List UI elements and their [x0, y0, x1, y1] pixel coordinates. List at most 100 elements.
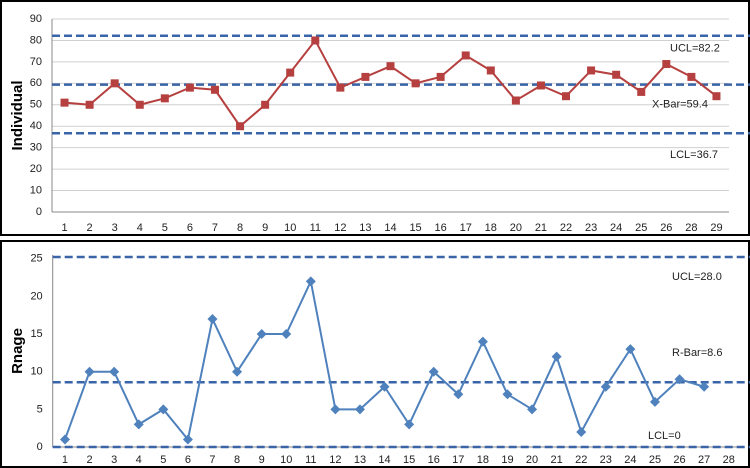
x-tick-label: 6 — [187, 222, 193, 234]
data-point — [207, 314, 218, 324]
y-tick-label: 40 — [30, 120, 42, 132]
data-point — [158, 404, 169, 415]
x-tick-label: 21 — [551, 454, 563, 466]
x-tick-label: 12 — [329, 454, 341, 466]
data-point — [210, 85, 219, 94]
data-point — [85, 100, 94, 109]
x-tick-label: 17 — [460, 222, 472, 234]
data-point — [185, 83, 194, 92]
x-tick-label: 28 — [723, 454, 735, 466]
data-point — [110, 79, 119, 88]
data-point — [361, 72, 370, 81]
data-point — [562, 92, 571, 101]
data-point — [109, 366, 120, 377]
data-point — [404, 419, 415, 430]
x-tick-label: 4 — [137, 222, 143, 234]
data-point — [261, 100, 270, 109]
data-point — [536, 81, 545, 90]
x-tick-label: 1 — [61, 222, 67, 234]
data-point — [330, 404, 341, 415]
control-label: X-Bar=59.4 — [652, 99, 708, 111]
data-point — [59, 434, 70, 445]
series-line — [64, 278, 705, 442]
x-tick-label: 26 — [673, 454, 685, 466]
y-tick-label: 70 — [30, 56, 42, 68]
x-tick-label: 11 — [310, 222, 321, 234]
y-tick-label: 30 — [30, 142, 42, 154]
x-tick-label: 25 — [649, 454, 661, 466]
y-tick-label: 60 — [30, 77, 42, 89]
data-point — [135, 100, 144, 109]
data-point — [587, 66, 596, 75]
y-tick-label: 15 — [30, 328, 42, 340]
x-tick-label: 4 — [136, 454, 142, 466]
control-label: LCL=36.7 — [670, 149, 718, 161]
x-tick-label: 29 — [710, 222, 722, 234]
data-point — [60, 98, 69, 107]
data-point — [625, 344, 636, 355]
data-point — [687, 72, 696, 81]
x-tick-label: 3 — [111, 454, 117, 466]
x-tick-label: 14 — [384, 222, 396, 234]
bottom-panel-frame — [0, 240, 750, 468]
x-tick-label: 20 — [526, 454, 538, 466]
x-tick-label: 9 — [262, 222, 268, 234]
x-tick-label: 2 — [87, 222, 93, 234]
x-tick-label: 25 — [635, 222, 647, 234]
x-tick-label: 28 — [685, 222, 697, 234]
data-point — [305, 276, 316, 287]
x-tick-label: 13 — [354, 454, 366, 466]
data-point — [576, 426, 587, 437]
control-label: UCL=28.0 — [672, 271, 722, 283]
x-tick-label: 15 — [403, 454, 415, 466]
x-tick-label: 23 — [585, 222, 597, 234]
x-tick-label: 6 — [185, 454, 191, 466]
x-tick-label: 8 — [237, 222, 243, 234]
x-tick-label: 22 — [560, 222, 572, 234]
x-tick-label: 16 — [428, 454, 440, 466]
data-point — [649, 396, 660, 407]
y-tick-label: 20 — [30, 163, 42, 175]
control-label: UCL=82.2 — [670, 43, 720, 55]
x-tick-label: 24 — [610, 222, 622, 234]
x-tick-label: 3 — [112, 222, 118, 234]
data-point — [232, 366, 243, 377]
y-tick-label: 50 — [30, 99, 42, 111]
x-tick-label: 7 — [212, 222, 218, 234]
x-tick-label: 18 — [485, 222, 497, 234]
y-tick-label: 80 — [30, 34, 42, 46]
x-tick-label: 9 — [259, 454, 265, 466]
x-tick-label: 17 — [452, 454, 464, 466]
data-point — [182, 434, 193, 445]
x-tick-label: 10 — [280, 454, 292, 466]
data-point — [386, 62, 395, 71]
data-point — [712, 92, 721, 101]
x-tick-label: 15 — [409, 222, 421, 234]
data-point — [511, 96, 520, 105]
top-panel-frame — [0, 0, 750, 236]
y-tick-label: 0 — [36, 206, 42, 218]
data-point — [379, 381, 390, 392]
x-tick-label: 20 — [510, 222, 522, 234]
data-point — [336, 83, 345, 92]
data-point — [84, 366, 95, 377]
x-tick-label: 19 — [501, 454, 513, 466]
x-tick-label: 1 — [62, 454, 68, 466]
y-tick-label: 10 — [30, 184, 42, 196]
data-point — [236, 122, 245, 131]
y-tick-label: 5 — [37, 403, 43, 415]
x-tick-label: 7 — [209, 454, 215, 466]
data-point — [674, 374, 685, 385]
data-point — [453, 389, 464, 400]
y-tick-label: 10 — [30, 366, 42, 378]
y-tick-label: 20 — [30, 290, 42, 302]
x-tick-label: 26 — [660, 222, 672, 234]
data-point — [486, 66, 495, 75]
data-point — [477, 336, 488, 347]
x-tick-label: 8 — [234, 454, 240, 466]
data-point — [699, 381, 710, 392]
x-tick-label: 11 — [305, 454, 316, 466]
data-point — [281, 329, 292, 340]
data-point — [354, 404, 365, 415]
data-point — [612, 70, 621, 79]
